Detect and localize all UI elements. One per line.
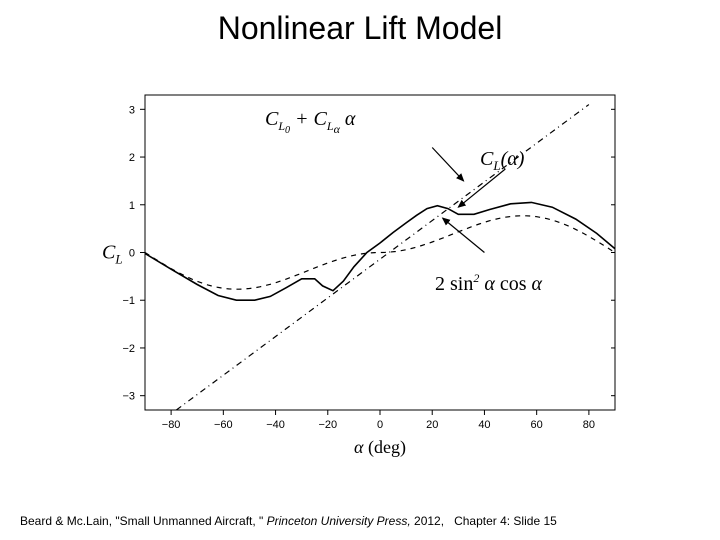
- svg-text:0: 0: [129, 248, 135, 260]
- slide-title: Nonlinear Lift Model: [0, 10, 720, 47]
- svg-text:3: 3: [129, 104, 135, 116]
- svg-text:−60: −60: [214, 419, 233, 431]
- svg-text:0: 0: [377, 419, 383, 431]
- lift-model-chart: −80 −60 −40 −20 0 20 40 60 80 −3 −2 −1 0 1 2 3 α (deg) CL…: [90, 85, 630, 465]
- svg-text:−2: −2: [122, 343, 135, 355]
- svg-text:−80: −80: [162, 419, 181, 431]
- svg-text:CL0 + CLα α: CL0 + CLα α: [265, 108, 356, 136]
- svg-text:CL(α): CL(α): [480, 148, 525, 173]
- footer-authors: Beard & Mc.Lain, "Small Unmanned Aircraf…: [20, 514, 267, 528]
- svg-text:CL: CL: [102, 242, 123, 267]
- footer-year: 2012,: [414, 514, 447, 528]
- svg-text:1: 1: [129, 200, 135, 212]
- footer-chapter: Chapter 4: Slide 15: [454, 514, 557, 528]
- svg-text:40: 40: [478, 419, 490, 431]
- svg-text:−20: −20: [318, 419, 337, 431]
- svg-text:2: 2: [129, 152, 135, 164]
- svg-text:60: 60: [531, 419, 543, 431]
- svg-text:20: 20: [426, 419, 438, 431]
- footer-press: Princeton University Press,: [267, 514, 414, 528]
- svg-text:α (deg): α (deg): [354, 437, 406, 458]
- svg-text:80: 80: [583, 419, 595, 431]
- svg-text:−1: −1: [122, 295, 135, 307]
- footer-citation: Beard & Mc.Lain, "Small Unmanned Aircraf…: [20, 514, 700, 528]
- svg-text:−3: −3: [122, 391, 135, 403]
- svg-text:−40: −40: [266, 419, 285, 431]
- svg-text:2 sin2 α cos α: 2 sin2 α cos α: [435, 271, 543, 295]
